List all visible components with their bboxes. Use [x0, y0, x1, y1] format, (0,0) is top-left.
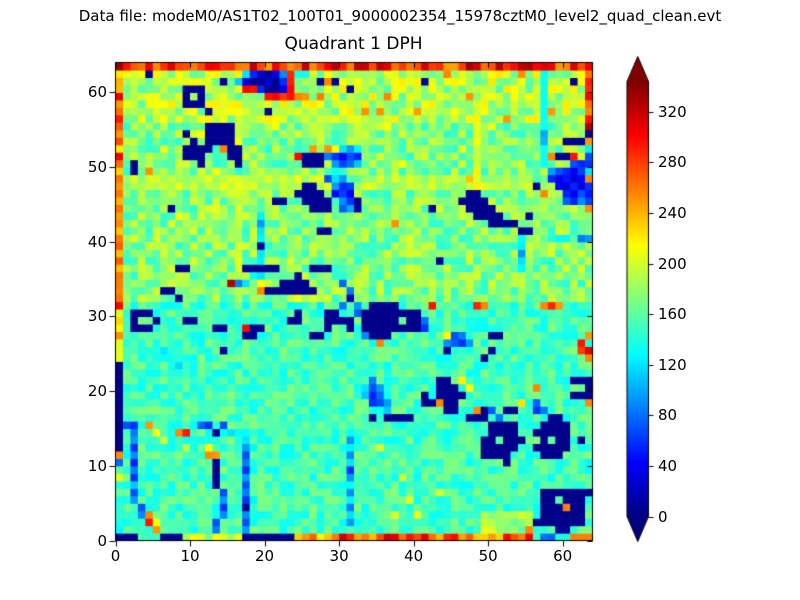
colorbar-tick-label: 80: [658, 406, 678, 425]
plot-title: Quadrant 1 DPH: [284, 34, 423, 54]
y-tick-label: 40: [87, 232, 107, 251]
y-tick-label: 30: [87, 307, 107, 326]
x-tick-label: 20: [255, 547, 275, 565]
y-tick-label: 60: [87, 83, 107, 102]
y-tick-label: 0: [97, 531, 107, 550]
colorbar-tick-label: 0: [658, 507, 668, 526]
colorbar-tick-label: 40: [658, 456, 678, 475]
colorbar-tick-label: 240: [658, 204, 687, 222]
data-file-label: Data file: modeM0/AS1T02_100T01_90000023…: [78, 7, 722, 25]
x-tick-label: 10: [180, 547, 200, 565]
x-tick-label: 30: [329, 547, 349, 565]
x-tick-label: 60: [553, 547, 573, 565]
colorbar-tick-label: 200: [658, 254, 687, 273]
colorbar-tick-label: 120: [658, 355, 687, 374]
x-tick-label: 0: [110, 547, 121, 565]
y-tick-label: 10: [87, 456, 107, 475]
colorbar-tick-label: 320: [658, 102, 687, 121]
y-tick-label: 20: [87, 382, 107, 401]
colorbar-tick-label: 280: [658, 153, 687, 172]
colorbar-tick-label: 160: [658, 305, 687, 324]
x-tick-label: 40: [404, 547, 424, 565]
y-tick-label: 50: [87, 158, 107, 177]
x-tick-label: 50: [478, 547, 498, 565]
